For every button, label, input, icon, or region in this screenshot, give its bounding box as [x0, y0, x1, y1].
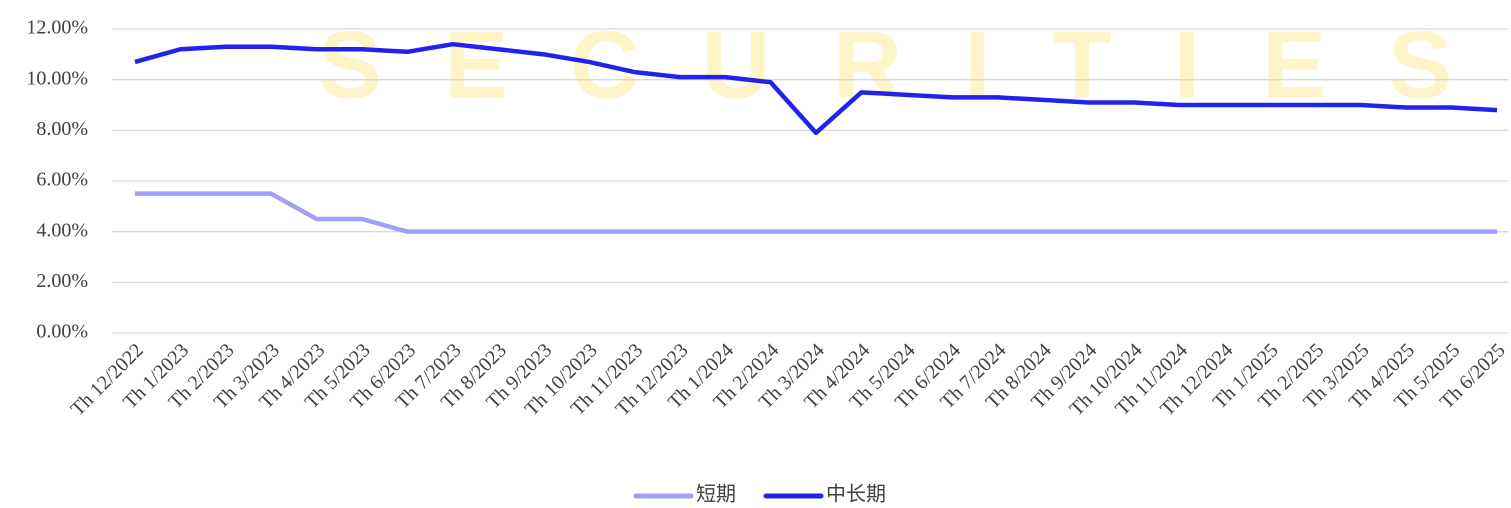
- y-tick-label: 0.00%: [36, 321, 88, 343]
- y-tick-label: 2.00%: [36, 270, 88, 292]
- y-tick-label: 12.00%: [26, 17, 88, 39]
- y-tick-label: 10.00%: [26, 67, 88, 89]
- watermark: SECURITIES: [318, 11, 1511, 118]
- series-line: [135, 191, 1497, 234]
- y-tick-label: 8.00%: [36, 118, 88, 140]
- series-line: [134, 41, 1498, 136]
- legend-label: 短期: [696, 483, 736, 506]
- y-tick-label: 4.00%: [36, 219, 88, 241]
- y-tick-label: 6.00%: [36, 169, 88, 191]
- legend-label: 中长期: [826, 483, 886, 506]
